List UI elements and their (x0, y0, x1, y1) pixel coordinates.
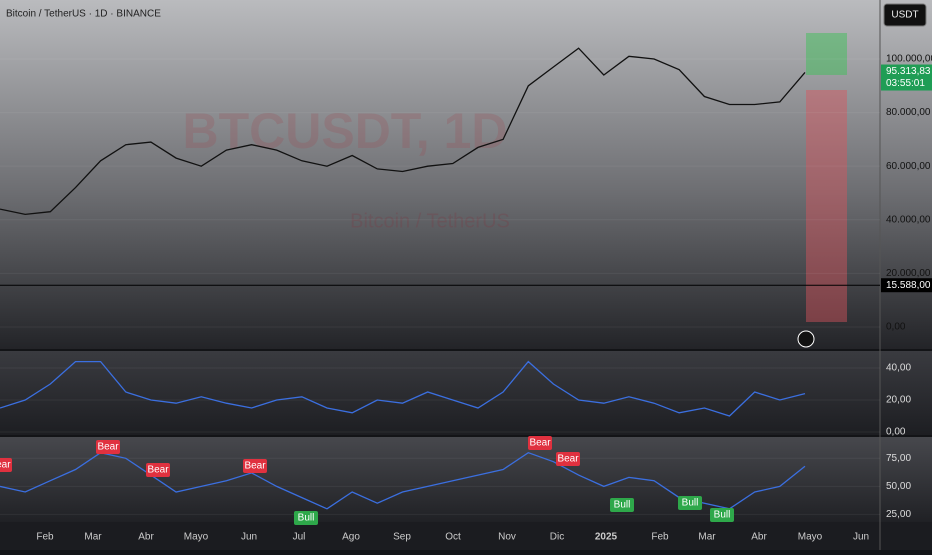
x-tick-label: Mar (84, 532, 102, 543)
signal-badge (294, 511, 318, 525)
y-tick-label: 75,00 (886, 453, 911, 464)
rsi-line (0, 451, 806, 510)
adx-panel-bg (0, 351, 932, 435)
y-tick-label: 40.000,00 (886, 214, 931, 225)
y-tick-label: 40,00 (886, 363, 911, 374)
y-tick-label: 25,00 (886, 509, 911, 520)
signal-label: Bear (97, 442, 119, 453)
signal-label: Bear (529, 438, 551, 449)
x-tick-label: Jun (853, 532, 869, 543)
x-tick-label: Abr (751, 532, 767, 543)
last-price-label: 95.313,83 (886, 66, 931, 77)
adx-line (0, 360, 806, 417)
currency-button-label[interactable]: USDT (891, 10, 918, 21)
y-tick-label: 60.000,00 (886, 161, 931, 172)
signal-label: Bull (614, 500, 631, 511)
x-tick-label: Dic (550, 532, 564, 543)
signal-label: Bear (147, 465, 169, 476)
y-tick-label: 0,00 (886, 322, 906, 333)
x-tick-label: Feb (651, 532, 669, 543)
signal-badge (678, 496, 702, 510)
x-tick-label: Mayo (184, 532, 209, 543)
currency-button[interactable] (883, 3, 927, 27)
x-tick-label: Jun (241, 532, 257, 543)
time-axis-bg (0, 522, 932, 550)
signal-label: Bear (244, 461, 266, 472)
signal-label: Bear (0, 460, 11, 471)
signal-badge (710, 508, 734, 522)
rsi-panel-bg (0, 437, 932, 522)
signal-badge (0, 458, 12, 472)
y-tick-label: 20,00 (886, 395, 911, 406)
signal-label: Bull (682, 498, 699, 509)
signal-label: Bull (714, 510, 731, 521)
y-tick-label: 50,00 (886, 481, 911, 492)
price-line (0, 47, 806, 216)
countdown-label: 03:55:01 (886, 78, 925, 89)
watermark: BTCUSDT, 1D (182, 103, 507, 159)
alert-icon[interactable] (797, 330, 815, 348)
y-tick-label: 100.000,00 (886, 54, 932, 65)
symbol-title: Bitcoin / TetherUS · 1D · BINANCE (6, 9, 161, 20)
watermark-subtitle: Bitcoin / TetherUS (350, 210, 510, 232)
liquidity-heatmap (806, 33, 847, 322)
x-tick-label: Mayo (798, 532, 823, 543)
x-tick-label: Oct (445, 532, 461, 543)
signal-badge (528, 436, 552, 450)
signal-label: Bull (298, 513, 315, 524)
y-tick-label: 80.000,00 (886, 107, 931, 118)
signal-badge (243, 459, 267, 473)
price-panel-bg (0, 0, 932, 349)
y-tick-label: 20.000,00 (886, 268, 931, 279)
x-tick-label: Sep (393, 532, 411, 543)
level-label-bg (881, 278, 932, 293)
x-tick-label: Nov (498, 532, 516, 543)
x-tick-label: Ago (342, 532, 360, 543)
y-tick-label: 0,00 (886, 427, 906, 438)
signal-badge (146, 463, 170, 477)
x-tick-label: Abr (138, 532, 154, 543)
x-tick-label: 2025 (595, 532, 618, 543)
signal-label: Bear (557, 454, 579, 465)
x-tick-label: Feb (36, 532, 54, 543)
signal-badge (556, 452, 580, 466)
x-tick-label: Mar (698, 532, 716, 543)
last-price-bg (881, 64, 932, 91)
signal-badge (610, 498, 634, 512)
level-label: 15.588,00 (886, 280, 931, 291)
signal-badge (96, 440, 120, 454)
x-tick-label: Jul (293, 532, 306, 543)
